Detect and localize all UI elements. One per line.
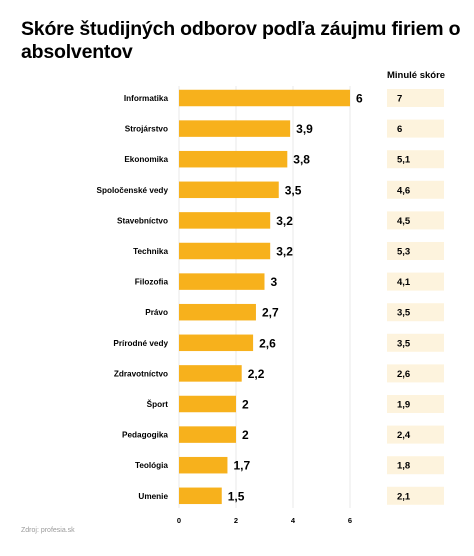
previous-score-value: 2,6 — [397, 369, 410, 380]
previous-score-box — [387, 272, 444, 291]
bar — [179, 212, 271, 229]
chart-title: Skóre študijných odborov podľa záujmu fi… — [21, 18, 461, 63]
category-label: Zdravotníctvo — [114, 369, 168, 378]
previous-score-value: 1,8 — [397, 461, 410, 472]
bar — [179, 150, 288, 168]
category-label: Teológia — [135, 461, 168, 470]
category-label: Právo — [145, 308, 168, 317]
previous-score-box — [387, 180, 444, 199]
value-label: 2,6 — [259, 336, 276, 350]
previous-score-box — [387, 364, 444, 383]
value-label: 3,5 — [285, 183, 302, 197]
previous-score-box — [387, 303, 444, 322]
category-label: Informatika — [124, 94, 169, 103]
value-label: 3 — [271, 275, 278, 289]
bar — [179, 273, 265, 290]
previous-score-value: 3,5 — [397, 338, 411, 349]
previous-score-box — [387, 211, 444, 230]
previous-score-box — [387, 89, 444, 107]
previous-score-value: 4,6 — [397, 185, 410, 196]
bar — [179, 242, 271, 260]
category-label: Filozofia — [135, 278, 169, 287]
category-label: Umenie — [138, 492, 168, 501]
previous-score-value: 5,1 — [397, 155, 411, 166]
bar — [179, 365, 242, 382]
value-label: 3,2 — [276, 214, 293, 228]
bar — [179, 395, 236, 413]
previous-score-value: 3,5 — [397, 308, 411, 319]
previous-score-value: 6 — [397, 124, 402, 135]
category-label: Ekonomika — [124, 155, 168, 164]
category-label: Strojárstvo — [125, 125, 168, 134]
previous-score-box — [387, 242, 444, 260]
previous-score-box — [387, 395, 444, 413]
previous-score-value: 2,1 — [397, 491, 411, 502]
previous-score-header: Minulé skóre — [387, 70, 446, 81]
previous-score-value: 7 — [397, 94, 402, 105]
bar — [179, 120, 291, 137]
value-label: 2 — [242, 428, 249, 442]
bar — [179, 89, 350, 107]
x-tick-label: 6 — [348, 516, 352, 525]
previous-score-value: 4,1 — [397, 277, 411, 288]
bar — [179, 334, 254, 352]
bar — [179, 426, 236, 443]
previous-score-value: 2,4 — [397, 430, 411, 441]
value-label: 3,8 — [293, 153, 310, 167]
value-label: 1,5 — [228, 489, 245, 503]
previous-score-box — [387, 119, 444, 138]
category-label: Spoločenské vedy — [97, 186, 169, 195]
previous-score-value: 4,5 — [397, 216, 411, 227]
source-note: Zdroj: profesia.sk — [21, 527, 75, 534]
value-label: 1,7 — [233, 459, 250, 473]
previous-score-box — [387, 150, 444, 169]
previous-score-box — [387, 486, 444, 505]
bar — [179, 456, 228, 474]
x-tick-label: 4 — [291, 516, 296, 525]
bar — [179, 181, 279, 199]
value-label: 6 — [356, 92, 363, 106]
category-label: Stavebníctvo — [117, 216, 168, 225]
previous-score-box — [387, 456, 444, 475]
value-label: 2,2 — [248, 367, 265, 381]
x-tick-label: 0 — [177, 516, 181, 525]
previous-score-box — [387, 425, 444, 444]
category-label: Šport — [147, 398, 169, 409]
value-label: 2 — [242, 398, 249, 412]
previous-score-value: 5,3 — [397, 247, 410, 258]
previous-score-value: 1,9 — [397, 400, 410, 411]
category-label: Pedagogika — [122, 431, 168, 440]
category-label: Technika — [133, 247, 168, 256]
previous-score-box — [387, 333, 444, 352]
x-tick-label: 2 — [234, 516, 238, 525]
bar — [179, 303, 256, 321]
bar — [179, 487, 222, 505]
value-label: 3,2 — [276, 245, 293, 259]
value-label: 2,7 — [262, 306, 279, 320]
category-label: Prírodné vedy — [113, 339, 168, 348]
value-label: 3,9 — [296, 122, 313, 136]
